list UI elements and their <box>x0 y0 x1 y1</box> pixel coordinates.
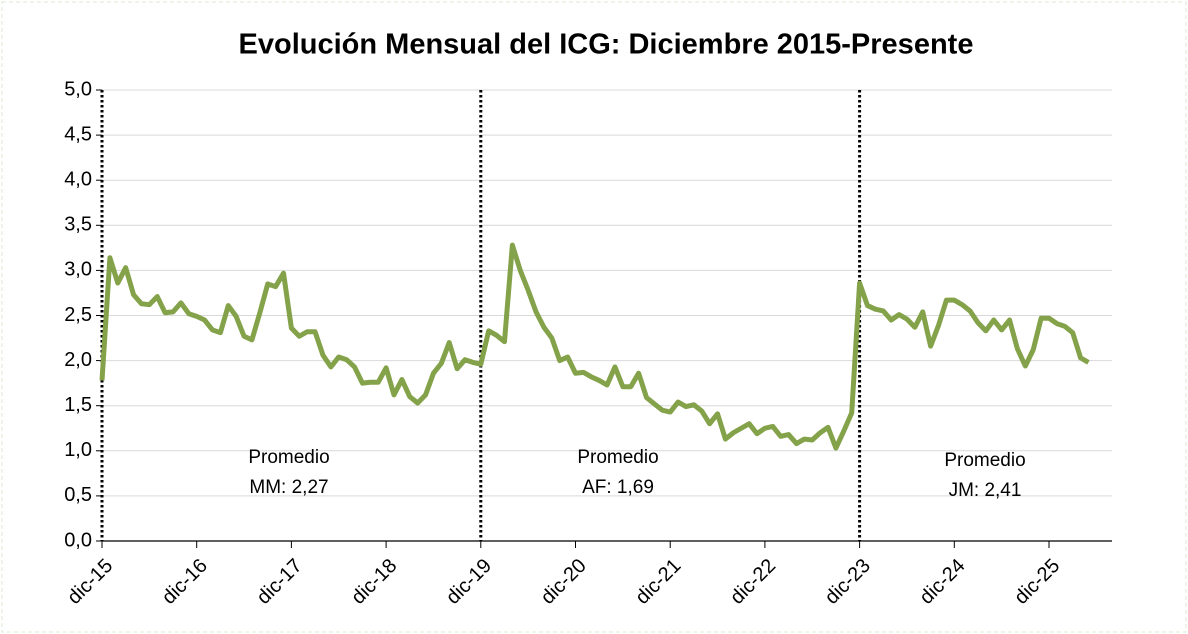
annotation: Promedio <box>577 447 658 468</box>
annotation: Promedio <box>944 450 1025 471</box>
y-tick-label: 3,0 <box>64 259 92 281</box>
annotation: AF: 1,69 <box>582 477 654 498</box>
x-tick-label: dic-25 <box>1010 555 1064 609</box>
y-tick-label: 1,0 <box>64 439 92 461</box>
chart-title: Evolución Mensual del ICG: Diciembre 201… <box>239 29 974 61</box>
y-tick-label: 4,0 <box>64 168 92 190</box>
annotation: JM: 2,41 <box>949 480 1022 501</box>
annotation: Promedio <box>248 447 329 468</box>
y-tick-label: 3,5 <box>64 214 92 236</box>
x-tick-label: dic-24 <box>915 555 969 609</box>
x-tick-label: dic-18 <box>347 555 401 609</box>
y-tick-label: 1,5 <box>64 394 92 416</box>
y-tick-label: 0,0 <box>64 529 92 551</box>
x-tick-label: dic-15 <box>63 555 117 609</box>
x-tick-label: dic-20 <box>537 555 591 609</box>
x-tick-label: dic-16 <box>158 555 212 609</box>
y-tick-label: 5,0 <box>64 78 92 100</box>
x-tick-label: dic-19 <box>442 555 496 609</box>
y-tick-label: 2,5 <box>64 304 92 326</box>
x-tick-label: dic-22 <box>726 555 780 609</box>
x-tick-label: dic-23 <box>821 555 875 609</box>
y-tick-label: 0,5 <box>64 484 92 506</box>
x-tick-label: dic-17 <box>253 555 307 609</box>
annotation: MM: 2,27 <box>249 477 328 498</box>
y-tick-label: 4,5 <box>64 123 92 145</box>
x-tick-label: dic-21 <box>631 555 685 609</box>
y-tick-label: 2,0 <box>64 349 92 371</box>
series-line <box>99 242 1090 451</box>
